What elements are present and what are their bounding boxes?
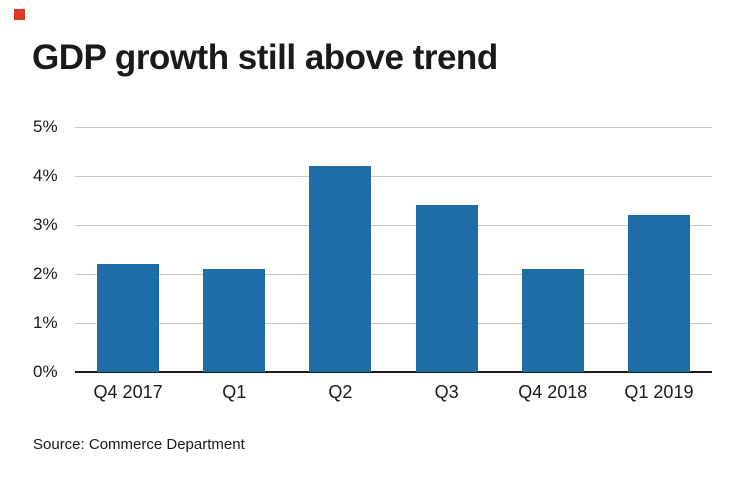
source-note: Source: Commerce Department: [33, 436, 245, 453]
bar-slot: [75, 127, 181, 372]
gridline: [75, 225, 712, 226]
bar-q3: [415, 205, 478, 372]
x-tick-label: Q4 2017: [93, 382, 163, 402]
x-tick-label: Q2: [328, 382, 353, 402]
y-tick-label: 2%: [33, 264, 58, 283]
y-tick-label: 1%: [33, 313, 58, 332]
y-tick-label: 5%: [33, 117, 58, 136]
bar-slot: [606, 127, 712, 372]
bars-group: [75, 127, 712, 372]
x-axis: Q4 2017 Q1 Q2 Q3 Q4 2018 Q1 2019: [75, 382, 712, 403]
bar-slot: [394, 127, 500, 372]
y-tick-label: 3%: [33, 215, 58, 234]
bar-slot: [500, 127, 606, 372]
y-axis: 0% 1% 2% 3% 4% 5%: [33, 117, 73, 381]
brand-square-icon: [14, 9, 25, 20]
bar-q1: [203, 269, 266, 372]
bar-q4-2017: [97, 264, 160, 372]
gridline: [75, 176, 712, 177]
gridline: [75, 274, 712, 275]
bar-q4-2018: [521, 269, 584, 372]
gridline: [75, 127, 712, 128]
x-tick-label: Q1: [222, 382, 247, 402]
chart-title: GDP growth still above trend: [32, 38, 498, 77]
bar-slot: [181, 127, 287, 372]
y-tick-label: 0%: [33, 362, 58, 381]
x-tick-label: Q4 2018: [518, 382, 588, 402]
x-axis-line: [75, 371, 712, 373]
gridline: [75, 323, 712, 324]
x-tick-label: Q1 2019: [624, 382, 694, 402]
bar-q2: [309, 166, 372, 372]
x-tick-label: Q3: [434, 382, 459, 402]
bar-slot: [287, 127, 393, 372]
plot-area: [75, 127, 712, 373]
y-tick-label: 4%: [33, 166, 58, 185]
bar-q1-2019: [627, 215, 690, 372]
